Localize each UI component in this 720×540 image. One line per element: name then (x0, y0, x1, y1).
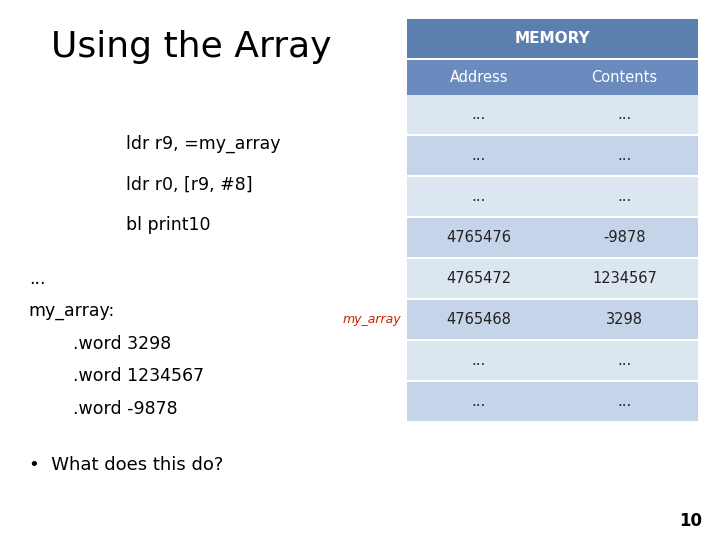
Text: ...: ... (472, 107, 486, 122)
Bar (407, 136, 551, 175)
Text: .word 1234567: .word 1234567 (29, 367, 204, 385)
Text: ...: ... (618, 394, 631, 409)
Bar (551, 382, 698, 421)
Bar (407, 382, 551, 421)
Bar (407, 341, 551, 380)
Text: 1234567: 1234567 (592, 271, 657, 286)
Text: my_array: my_array (343, 313, 401, 326)
Text: 3298: 3298 (606, 312, 643, 327)
Bar (407, 300, 551, 339)
Bar (407, 259, 551, 298)
Bar (551, 218, 698, 257)
Bar (407, 218, 551, 257)
Text: ...: ... (29, 270, 45, 288)
Bar (551, 341, 698, 380)
Text: Contents: Contents (592, 70, 657, 85)
Text: bl print10: bl print10 (126, 216, 210, 234)
Bar (407, 19, 698, 58)
Bar (407, 60, 551, 95)
Text: ldr r0, [r9, #8]: ldr r0, [r9, #8] (126, 176, 253, 193)
Bar (407, 177, 551, 216)
Text: ...: ... (472, 394, 486, 409)
Text: ...: ... (618, 353, 631, 368)
Text: ...: ... (472, 148, 486, 163)
Text: 4765476: 4765476 (446, 230, 511, 245)
Text: 4765468: 4765468 (446, 312, 511, 327)
Text: •  What does this do?: • What does this do? (29, 456, 223, 474)
Bar (551, 95, 698, 134)
Text: MEMORY: MEMORY (515, 31, 590, 46)
Bar (551, 136, 698, 175)
Text: ...: ... (472, 189, 486, 204)
Bar (551, 259, 698, 298)
Text: .word 3298: .word 3298 (29, 335, 171, 353)
Text: ldr r9, =my_array: ldr r9, =my_array (126, 135, 281, 153)
Bar (551, 177, 698, 216)
Text: ...: ... (618, 189, 631, 204)
Text: Address: Address (449, 70, 508, 85)
Text: ...: ... (618, 107, 631, 122)
Bar (551, 60, 698, 95)
Bar (407, 95, 551, 134)
Text: -9878: -9878 (603, 230, 646, 245)
Text: ...: ... (618, 148, 631, 163)
Text: my_array:: my_array: (29, 302, 115, 320)
Text: Using the Array: Using the Array (50, 30, 331, 64)
Text: 10: 10 (679, 512, 702, 530)
Text: 4765472: 4765472 (446, 271, 511, 286)
Text: ...: ... (472, 353, 486, 368)
Bar (551, 300, 698, 339)
Text: .word -9878: .word -9878 (29, 400, 177, 417)
